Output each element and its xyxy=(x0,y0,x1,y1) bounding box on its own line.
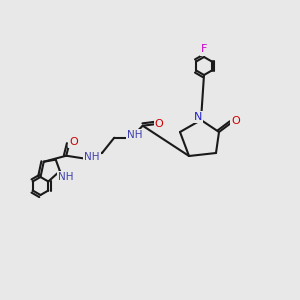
Text: O: O xyxy=(155,119,164,129)
Text: NH: NH xyxy=(128,130,143,140)
Text: NH: NH xyxy=(84,152,100,162)
Text: O: O xyxy=(231,116,240,127)
Text: NH: NH xyxy=(58,172,74,182)
Text: O: O xyxy=(69,137,78,147)
Text: F: F xyxy=(201,44,207,55)
Text: N: N xyxy=(194,112,202,122)
